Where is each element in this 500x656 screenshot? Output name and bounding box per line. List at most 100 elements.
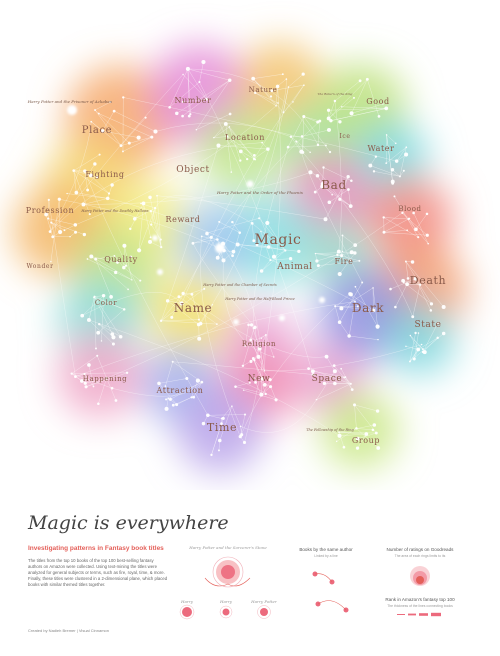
title-edge — [71, 373, 113, 389]
cluster-label: Good — [366, 97, 390, 106]
book-node — [216, 323, 218, 325]
book-node — [201, 421, 206, 426]
book-node — [259, 269, 264, 273]
book-node — [314, 252, 317, 255]
book-node — [297, 249, 301, 254]
book-title-label: Harry Potter and the Chamber of Secrets — [202, 283, 277, 287]
page-title: Magic is everywhere — [28, 512, 229, 534]
book-node — [171, 403, 175, 407]
book-node — [375, 409, 380, 413]
book-node — [90, 120, 93, 123]
author-link — [107, 198, 356, 302]
title-edge — [390, 278, 416, 290]
book-node — [308, 170, 313, 175]
title-edge — [222, 243, 233, 256]
book-node — [105, 376, 108, 380]
author-link — [154, 195, 253, 224]
title-edge — [373, 171, 400, 177]
title-edge — [356, 428, 379, 449]
book-node — [429, 309, 433, 312]
book-node — [394, 142, 397, 145]
title-edge — [322, 183, 351, 207]
author-link — [199, 81, 314, 375]
book-node — [337, 433, 342, 438]
book-node — [355, 436, 360, 441]
book-node — [275, 84, 280, 89]
title-edge — [48, 218, 76, 226]
cluster-label: Object — [176, 165, 210, 175]
book-node — [339, 306, 344, 311]
title-edge — [326, 356, 336, 372]
book-node — [328, 150, 332, 154]
title-edge — [98, 377, 107, 404]
title-edge — [114, 255, 124, 268]
book-title-labels: Harry Potter and the Prisoner of Azkaban… — [27, 92, 355, 432]
book-node — [96, 354, 99, 357]
book-node — [227, 78, 232, 83]
title-edge — [316, 254, 338, 262]
book-node — [326, 108, 331, 112]
book-title-label: Harry Potter and the Deathly Hallows — [80, 209, 148, 213]
book-node — [239, 159, 242, 162]
title-edge — [351, 79, 368, 114]
book-node — [348, 204, 353, 208]
author-link — [217, 239, 263, 395]
title-edge — [240, 151, 255, 159]
book-node — [116, 261, 119, 264]
cluster-label: Magic — [255, 232, 302, 248]
cluster-label: Dark — [352, 301, 384, 315]
legend-small-label-2: Harry — [220, 599, 232, 604]
book-node — [94, 109, 96, 111]
title-edge — [252, 223, 255, 241]
book-node — [354, 285, 357, 288]
book-node — [165, 398, 168, 401]
book-node — [185, 376, 189, 381]
author-link — [49, 121, 92, 232]
book-node — [181, 291, 185, 296]
book-node — [289, 135, 293, 138]
cluster-label: Bad — [321, 178, 346, 192]
title-edge — [229, 126, 241, 161]
book-node — [269, 259, 272, 262]
title-edge — [231, 406, 241, 427]
title-edge — [120, 136, 152, 146]
cluster-label: Death — [410, 274, 446, 287]
book-node — [285, 78, 288, 80]
title-edge — [357, 432, 377, 439]
book-node — [257, 346, 262, 351]
title-edge — [316, 371, 336, 400]
book-node — [228, 126, 231, 128]
book-node — [401, 211, 404, 214]
title-edge — [410, 335, 419, 350]
book-node — [251, 76, 256, 81]
title-edge — [154, 208, 162, 248]
title-edge — [290, 136, 302, 152]
title-edge — [93, 297, 125, 310]
author-link — [182, 120, 320, 294]
book-node — [63, 229, 66, 232]
legend-ratings-title: Number of ratings on Goodreads — [386, 547, 454, 552]
title-edge — [396, 147, 407, 162]
book-node — [323, 217, 328, 222]
book-node — [349, 250, 354, 255]
book-node — [122, 243, 127, 248]
title-edge — [267, 222, 286, 251]
title-edge — [315, 252, 352, 254]
title-edge — [122, 136, 152, 152]
book-node — [349, 382, 352, 385]
book-node — [316, 120, 320, 124]
author-link — [240, 399, 317, 433]
title-edge — [336, 428, 357, 442]
title-edge — [193, 382, 203, 398]
cluster-label: Space — [312, 374, 343, 384]
title-edge — [158, 378, 187, 384]
book-node — [356, 305, 359, 308]
book-node — [136, 135, 141, 140]
book-node — [209, 235, 213, 239]
book-node — [441, 304, 446, 309]
title-edge — [176, 80, 230, 114]
book-node — [44, 212, 49, 217]
title-edge — [405, 346, 419, 350]
cluster-label: Religion — [242, 340, 276, 348]
book-node — [408, 360, 411, 363]
